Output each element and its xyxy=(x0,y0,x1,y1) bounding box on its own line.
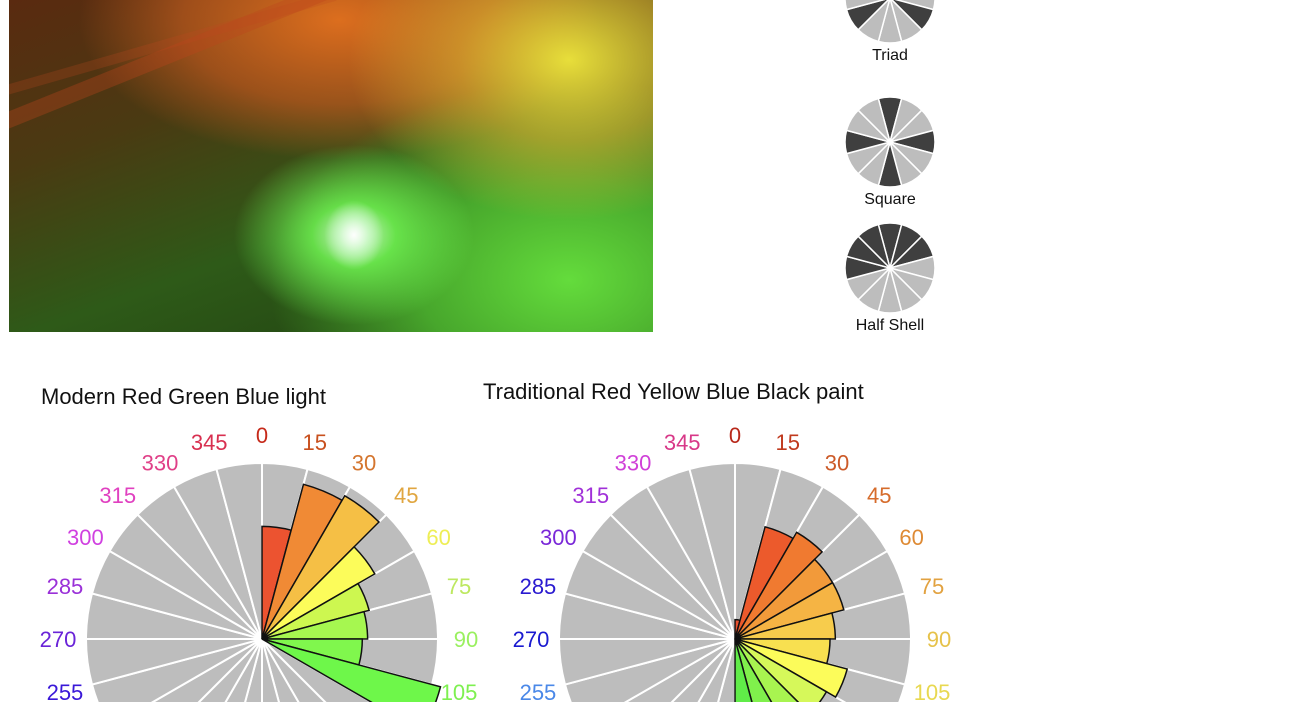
angle-label: 75 xyxy=(447,574,471,599)
polar-bar xyxy=(734,638,828,702)
angle-label: 300 xyxy=(67,525,104,550)
polar-bar xyxy=(734,638,773,702)
angle-label: 255 xyxy=(47,680,84,702)
angle-label: 90 xyxy=(927,627,951,652)
angle-label: 45 xyxy=(394,483,418,508)
harmony-triad: Triad xyxy=(840,0,940,65)
angle-label: 15 xyxy=(776,430,800,455)
angle-label: 60 xyxy=(899,525,923,550)
wheel-wedge xyxy=(857,223,892,271)
harmony-label: Half Shell xyxy=(855,317,925,334)
angle-labels: 0153045607590105120135150165180195210225… xyxy=(40,423,479,702)
angle-label: 75 xyxy=(920,574,944,599)
polar-bar xyxy=(734,531,824,640)
polar-bar xyxy=(261,545,376,640)
harmony-square: Square xyxy=(840,92,940,209)
polar-bar xyxy=(261,638,442,702)
angle-label: 285 xyxy=(520,574,557,599)
polar-bars xyxy=(261,483,442,702)
square-wheel-icon xyxy=(844,96,936,188)
wheel-wedge xyxy=(857,97,892,145)
polar-bar xyxy=(261,610,369,640)
angle-labels: 0153045607590105120135150165180195210225… xyxy=(513,423,952,702)
angle-label: 105 xyxy=(914,680,951,702)
angle-label: 330 xyxy=(142,450,179,475)
chart-title-rgb: Modern Red Green Blue light xyxy=(41,384,326,409)
angle-label: 0 xyxy=(729,423,741,448)
angle-label: 315 xyxy=(99,483,136,508)
triad-wheel-icon xyxy=(844,0,936,44)
harmony-half-shell: Half Shell xyxy=(840,218,940,335)
polar-bars xyxy=(734,525,849,702)
angle-label: 300 xyxy=(540,525,577,550)
polar-bar xyxy=(734,638,753,702)
angle-label: 285 xyxy=(47,574,84,599)
angle-label: 270 xyxy=(513,627,550,652)
polar-bar xyxy=(734,581,845,640)
angle-label: 30 xyxy=(825,450,849,475)
polar-bar xyxy=(261,494,381,640)
angle-label: 30 xyxy=(352,450,376,475)
harmony-label: Square xyxy=(864,191,916,208)
angle-label: 330 xyxy=(615,450,652,475)
angle-label: 270 xyxy=(40,627,77,652)
angle-label: 90 xyxy=(454,627,478,652)
harmony-label: Triad xyxy=(872,47,908,64)
polar-bar xyxy=(734,638,800,702)
wheel-wedge xyxy=(844,0,886,11)
polar-bar xyxy=(734,638,849,699)
angle-label: 255 xyxy=(520,680,557,702)
angle-label: 15 xyxy=(303,430,327,455)
chart-title-ryb: Traditional Red Yellow Blue Black paint xyxy=(483,379,864,404)
polar-bar xyxy=(261,582,371,640)
angle-label: 315 xyxy=(572,483,609,508)
polar-bar xyxy=(734,612,837,640)
angle-label: 345 xyxy=(191,430,228,455)
half-shell-wheel-icon xyxy=(844,222,936,314)
angle-label: 45 xyxy=(867,483,891,508)
angle-label: 60 xyxy=(426,525,450,550)
laser-photo xyxy=(9,0,653,332)
angle-label: 345 xyxy=(664,430,701,455)
photo-bright-spot xyxy=(324,200,384,270)
angle-label: 105 xyxy=(441,680,478,702)
angle-label: 0 xyxy=(256,423,268,448)
